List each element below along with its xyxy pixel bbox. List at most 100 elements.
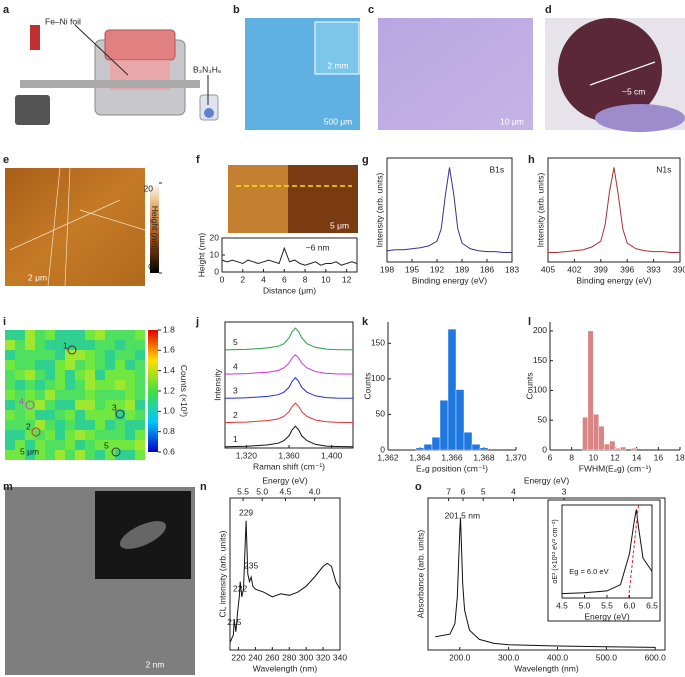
map-pixel [95, 350, 105, 360]
map-pixel [5, 370, 15, 380]
map-pixel [45, 350, 55, 360]
map-pixel [95, 410, 105, 420]
map-pixel [65, 390, 75, 400]
map-pixel [105, 430, 115, 440]
x-tick-label: 5.5 [601, 600, 613, 610]
x2-tick-label: 5 [481, 486, 486, 496]
map-pixel [35, 360, 45, 370]
map-pixel [65, 340, 75, 350]
colorbar-tick-label: 1.0 [163, 406, 175, 416]
map-pixel [5, 340, 15, 350]
line [548, 167, 680, 253]
map-pixel [135, 350, 145, 360]
panel-label: i [3, 316, 6, 328]
x-tick-label: 402 [567, 264, 581, 274]
map-pixel [65, 360, 75, 370]
map-pixel [135, 360, 145, 370]
series-label: 2 [233, 410, 238, 420]
map-pixel [65, 330, 75, 340]
x-axis-label: FWHM(E₂g) (cm⁻¹) [579, 463, 652, 473]
scale-bar: 5 μm [20, 446, 39, 456]
bar [439, 400, 449, 451]
line [224, 327, 354, 351]
image [378, 18, 533, 130]
map-pixel [75, 350, 85, 360]
map-pixel [45, 340, 55, 350]
map-pixel [125, 440, 135, 450]
map-pixel [75, 390, 85, 400]
map-pixel [125, 400, 135, 410]
x-tick-label: 300.0 [498, 652, 520, 662]
apparatus [15, 24, 219, 125]
bar [463, 432, 473, 451]
image [5, 168, 145, 286]
map-pixel [65, 350, 75, 360]
map-pixel [15, 430, 25, 440]
map-pixel [85, 350, 95, 360]
line [561, 509, 653, 595]
map-pixel [75, 360, 85, 370]
map-pixel [135, 340, 145, 350]
y-tick-label: 20 [210, 232, 220, 242]
map-pixel [25, 430, 35, 440]
x-tick-label: 1,364 [409, 452, 431, 462]
map-pixel [45, 380, 55, 390]
map-pixel [55, 430, 65, 440]
map-pixel [5, 380, 15, 390]
map-pixel [55, 410, 65, 420]
map-pixel [35, 350, 45, 360]
x-tick-label: 1,368 [473, 452, 495, 462]
chart: 6 8 10 12 14 16 18 0 50 100 150 200 FWHM(E₂g) (cm⁻¹)… [524, 322, 685, 473]
annotation: N1s [656, 165, 671, 175]
y-tick-label: 200 [533, 325, 547, 335]
bar [614, 448, 621, 451]
x-tick-label: 200.0 [449, 652, 471, 662]
map-pixel [135, 440, 145, 450]
map-pixel [135, 400, 145, 410]
map-pixel [35, 430, 45, 440]
y-tick-label: 100 [371, 373, 385, 383]
scale-bar: ~5 cm [622, 86, 645, 96]
y-tick-label: 0 [380, 444, 385, 454]
scale-bar: 2 nm [146, 659, 165, 669]
scale-bar: 5 μm [330, 220, 349, 230]
point-label: 4 [19, 396, 24, 406]
map-pixel [45, 390, 55, 400]
chart: 198 195 192 189 186 183 Binding energy (eV) Int… [374, 157, 519, 285]
map-pixel [115, 390, 125, 400]
peak-label: 215 [227, 617, 241, 627]
inset-bg [547, 499, 661, 622]
map-pixel [125, 450, 135, 460]
x-tick-label: 280 [282, 652, 296, 662]
map-pixel [15, 340, 25, 350]
y-axis-label: Counts [524, 373, 534, 400]
y-axis-label: αE² (×10¹² eV² cm⁻²) [552, 519, 559, 583]
x-tick-label: 14 [632, 452, 642, 462]
bar [631, 448, 637, 451]
map-pixel [105, 360, 115, 370]
map-pixel [15, 420, 25, 430]
line [221, 246, 358, 266]
colorbar-tick-label: 1.2 [163, 385, 175, 395]
peak-label: 222 [233, 583, 247, 593]
map-pixel [35, 370, 45, 380]
x-tick-label: 12 [610, 452, 620, 462]
x-tick-label: 198 [380, 264, 394, 274]
map-pixel [95, 400, 105, 410]
point-label: 1 [63, 340, 68, 350]
map-pixel [55, 350, 65, 360]
x-tick-label: 1,400 [321, 450, 343, 460]
map-pixel [75, 450, 85, 460]
map-pixel [125, 420, 135, 430]
scale-bar: 10 μm [500, 116, 524, 126]
panel-label: b [233, 4, 240, 16]
x-tick-label: 4.5 [556, 600, 568, 610]
y-tick-label: 10 [210, 249, 220, 259]
wafer [558, 18, 662, 122]
map-pixel [45, 420, 55, 430]
map-pixel [95, 440, 105, 450]
map-pixel [35, 330, 45, 340]
map-pixel [15, 400, 25, 410]
map-pixel [95, 360, 105, 370]
series-label: 3 [233, 386, 238, 396]
